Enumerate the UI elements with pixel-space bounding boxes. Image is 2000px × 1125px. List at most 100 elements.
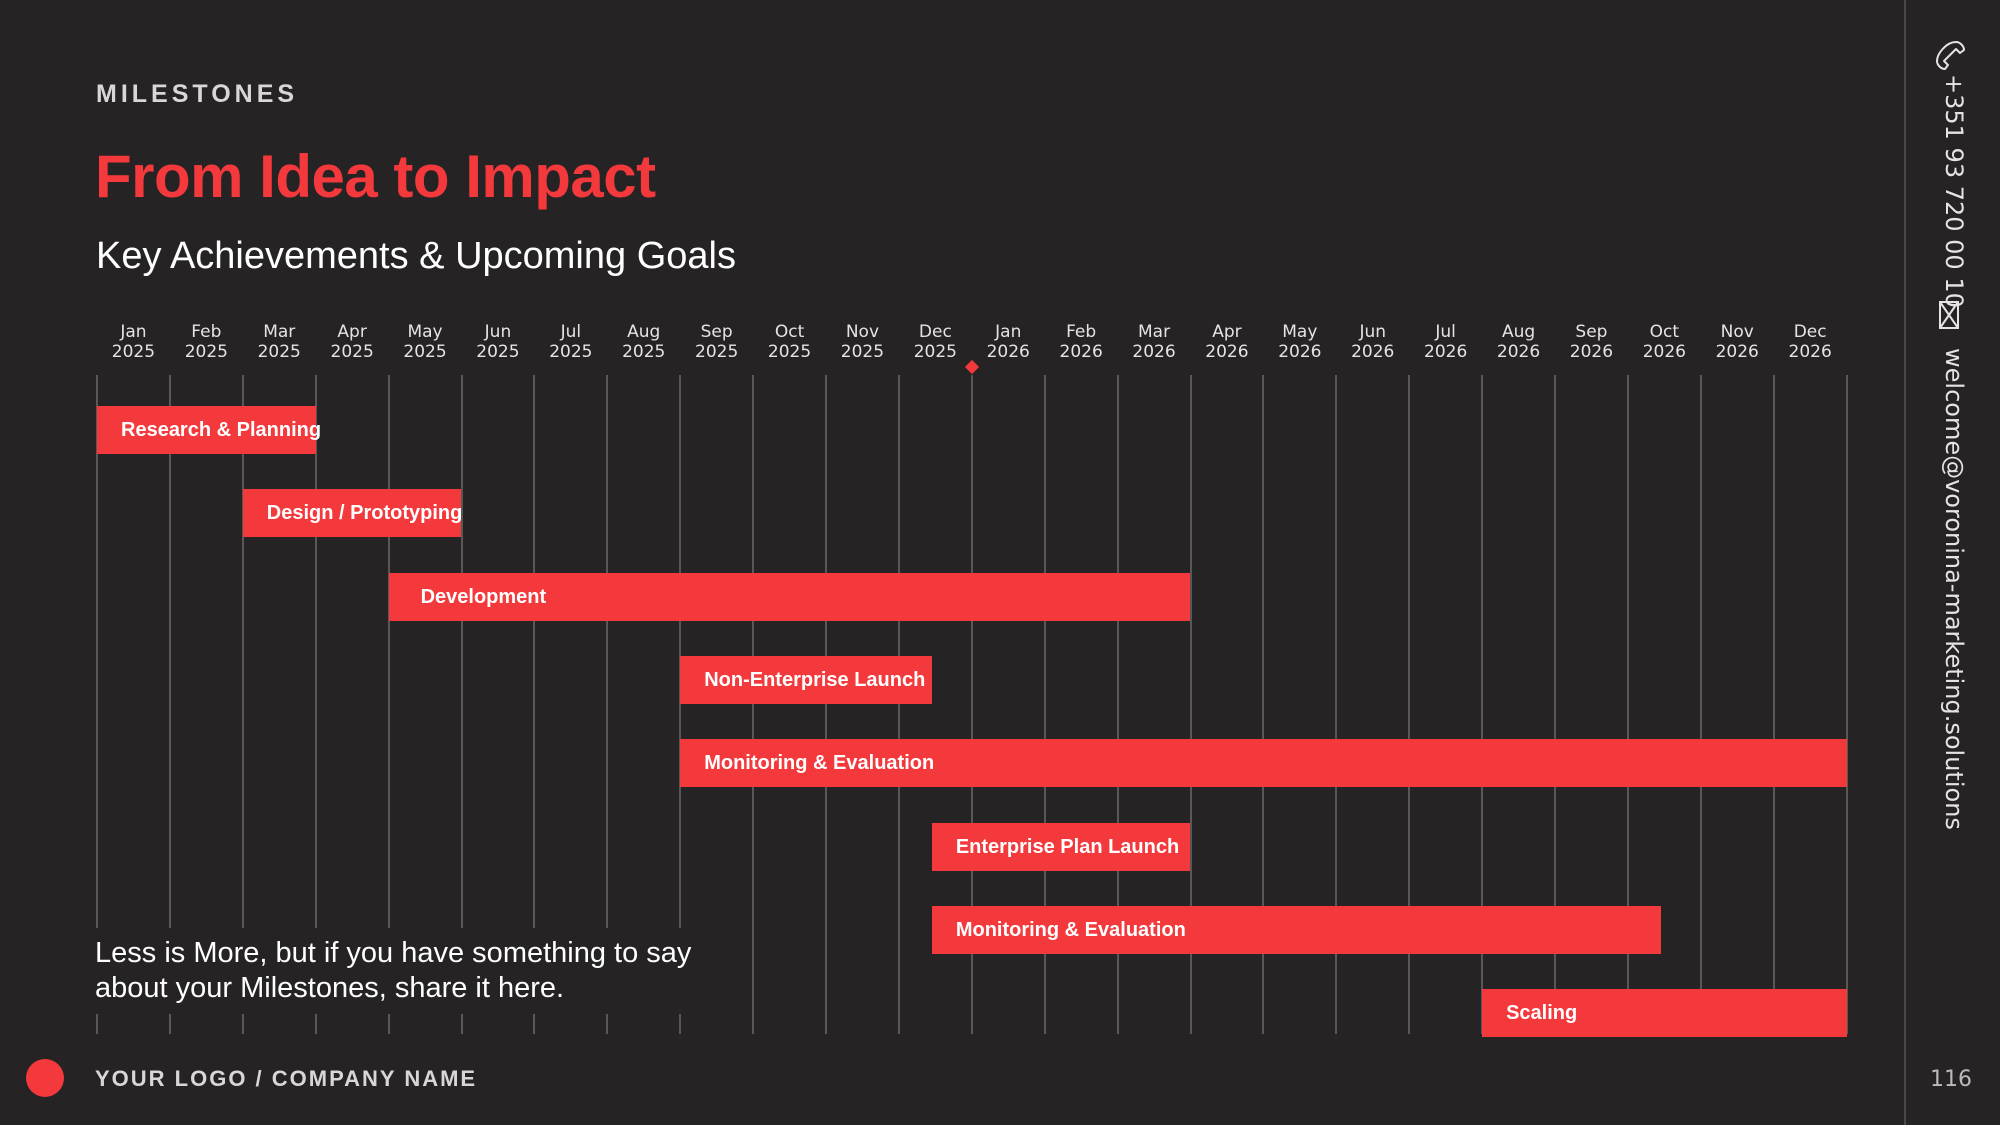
slide-subtitle: Key Achievements & Upcoming Goals <box>96 235 736 277</box>
grid-line <box>1626 375 1629 1034</box>
gantt-bar: Monitoring & Evaluation <box>931 905 1661 954</box>
month-name: Mar <box>263 322 296 342</box>
month-name: Jan <box>995 322 1022 342</box>
milestone-note: Less is More, but if you have something … <box>95 937 692 1004</box>
month-name: Dec <box>1793 322 1827 342</box>
month-name: Jul <box>560 322 582 342</box>
gantt-bar-label: Design / Prototyping <box>266 502 463 525</box>
month-name: Dec <box>918 322 952 342</box>
grid-line <box>533 375 536 1034</box>
grid-line <box>314 375 317 1034</box>
month-tick-label: Mar 2025 <box>243 322 315 362</box>
month-tick-label: May 2026 <box>1264 322 1336 362</box>
phone-number[interactable]: +351 93 720 00 10 <box>1940 74 1968 308</box>
month-year: 2026 <box>1132 342 1176 362</box>
month-year: 2025 <box>767 342 812 362</box>
month-tick-label: Jan 2026 <box>972 322 1044 362</box>
month-year: 2025 <box>330 342 374 362</box>
grid-line <box>1043 375 1046 1034</box>
month-year: 2026 <box>1788 342 1832 362</box>
month-name: Nov <box>845 322 880 342</box>
slide-title: From Idea to Impact <box>95 143 656 210</box>
grid-line <box>970 375 973 1034</box>
gantt-bar-label: Non-Enterprise Launch <box>704 668 926 691</box>
grid-line <box>241 375 244 1034</box>
month-tick-label: Dec 2025 <box>899 322 971 362</box>
gantt-bar-label: Enterprise Plan Launch <box>955 835 1180 858</box>
month-name: Jul <box>1435 322 1456 342</box>
month-name: Jun <box>1359 322 1387 342</box>
gantt-bar: Enterprise Plan Launch <box>931 822 1191 871</box>
gantt-bar-label: Monitoring & Evaluation <box>955 918 1186 941</box>
sidebar-divider <box>1904 0 1906 1125</box>
grid-line <box>1554 375 1556 1034</box>
grid-line <box>460 375 463 1034</box>
grid-line <box>606 375 609 1034</box>
month-tick-label: Apr 2026 <box>1191 322 1263 362</box>
month-name: Feb <box>1066 322 1097 342</box>
month-name: Apr <box>1212 322 1242 342</box>
grid-line <box>96 375 98 1034</box>
grid-line <box>1189 375 1192 1034</box>
month-year: 2026 <box>1715 342 1759 362</box>
month-year: 2025 <box>403 342 447 362</box>
month-tick-label: Jun 2025 <box>462 322 534 362</box>
month-year: 2026 <box>1278 342 1322 362</box>
grid-line <box>168 375 171 1034</box>
grid-line <box>1699 375 1702 1034</box>
month-year: 2026 <box>1059 342 1103 362</box>
month-tick-label: Jun 2026 <box>1337 322 1409 362</box>
month-name: May <box>1282 322 1318 342</box>
month-year: 2025 <box>257 342 301 362</box>
month-tick-label: Apr 2025 <box>316 322 388 362</box>
month-tick-label: Sep 2026 <box>1555 322 1627 362</box>
month-year: 2025 <box>111 342 156 362</box>
month-year: 2026 <box>986 342 1030 362</box>
month-year: 2025 <box>913 342 957 362</box>
month-tick-label: Nov 2025 <box>826 322 898 362</box>
envelope-icon <box>1928 300 1978 341</box>
gantt-bar-label: Research & Planning <box>121 419 322 441</box>
month-year: 2025 <box>622 342 666 362</box>
gantt-bar: Non-Enterprise Launch <box>680 655 932 704</box>
grid-line <box>1116 375 1119 1034</box>
email-address[interactable]: welcome@voronina-marketing.solutions <box>1940 348 1968 830</box>
grid-line <box>1772 375 1775 1034</box>
month-year: 2025 <box>184 342 228 362</box>
month-year: 2026 <box>1351 342 1395 362</box>
month-tick-label: Aug 2026 <box>1483 322 1555 362</box>
grid-line <box>1481 375 1484 1034</box>
grid-line <box>679 375 682 1034</box>
section-eyebrow: MILESTONES <box>96 80 299 108</box>
gantt-bar: Development <box>388 572 1191 621</box>
gantt-bar: Monitoring & Evaluation <box>680 739 1847 788</box>
month-name: Mar <box>1138 322 1171 342</box>
month-year: 2025 <box>476 342 520 362</box>
month-year: 2026 <box>1496 342 1541 362</box>
gantt-bar: Scaling <box>1482 989 1847 1038</box>
note-background <box>90 928 730 1014</box>
month-name: Apr <box>337 322 367 342</box>
phone-icon <box>1928 36 1978 81</box>
grid-line <box>897 375 900 1034</box>
month-name: Jan <box>120 322 147 342</box>
month-name: Aug <box>1501 322 1536 342</box>
month-tick-label: Jan 2025 <box>97 322 169 362</box>
month-year: 2025 <box>695 342 739 362</box>
month-year: 2026 <box>1642 342 1686 362</box>
month-name: Nov <box>1720 322 1754 342</box>
month-name: Jun <box>484 322 512 342</box>
month-tick-label: Jul 2026 <box>1410 322 1482 362</box>
grid-line <box>1845 375 1848 1034</box>
grid-line <box>1262 375 1265 1034</box>
month-name: Feb <box>191 322 222 342</box>
month-tick-label: Feb 2026 <box>1045 322 1117 362</box>
month-tick-label: Aug 2025 <box>608 322 680 362</box>
gantt-bar-label: Development <box>420 585 547 608</box>
gantt-bar: Design / Prototyping <box>242 489 463 538</box>
month-tick-label: May 2025 <box>389 322 461 362</box>
month-tick-label: Oct 2026 <box>1628 322 1700 362</box>
page-number: 116 <box>1930 1067 1972 1092</box>
grid-line <box>1335 375 1338 1034</box>
